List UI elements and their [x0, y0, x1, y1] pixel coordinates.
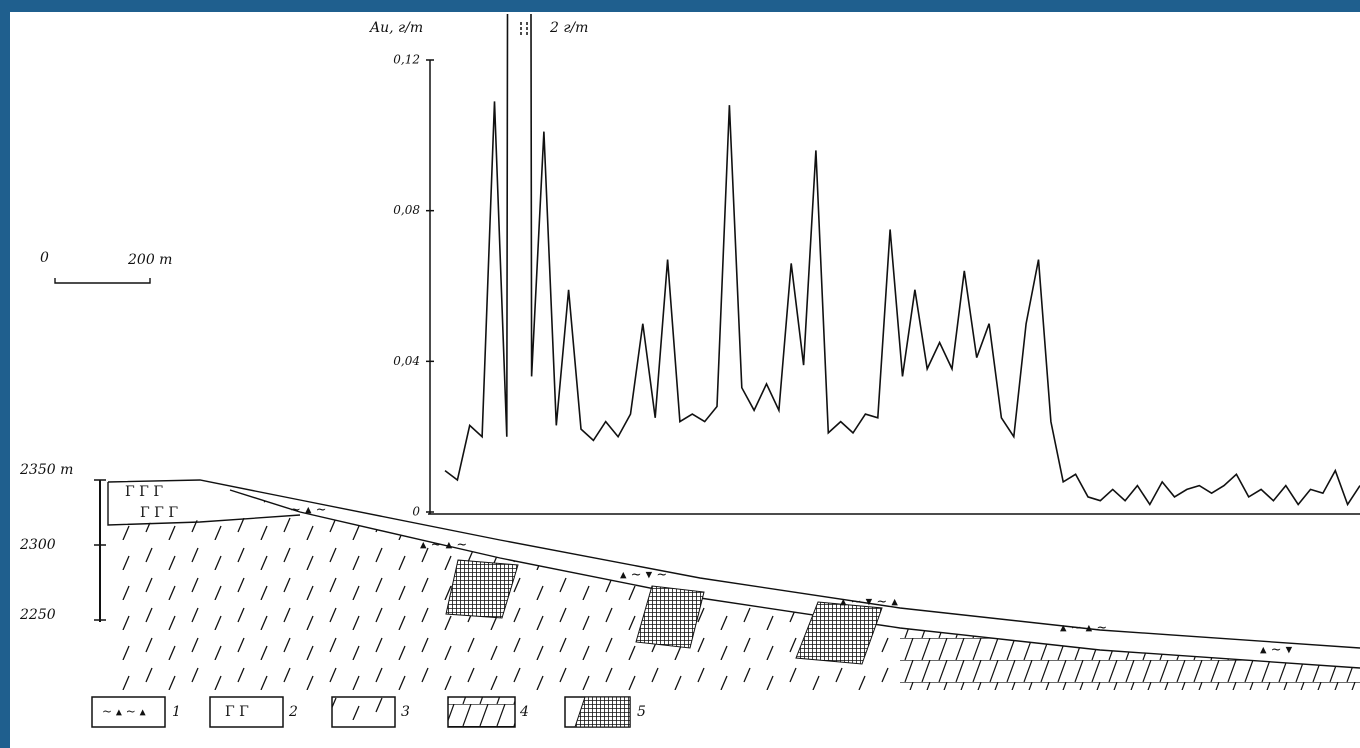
- y-tick-label: 0,04: [393, 354, 420, 368]
- y-tick-label: 0,12: [393, 53, 420, 67]
- svg-text:~ ▴ ~: ~ ▴ ~: [290, 503, 327, 518]
- legend-label: 5: [637, 704, 646, 720]
- y-tick-label: 0,08: [393, 203, 420, 217]
- svg-text:Γ Γ: Γ Γ: [225, 704, 249, 720]
- svg-text:▴ ~ ▴ ~: ▴ ~ ▴ ~: [420, 538, 467, 553]
- svg-text:Γ Γ Γ: Γ Γ Γ: [140, 505, 178, 521]
- y-tick-label: 0: [412, 505, 420, 519]
- depth-label: 2350 m: [19, 462, 73, 478]
- legend-label: 2: [288, 704, 298, 720]
- scale-start: 0: [40, 250, 49, 266]
- legend-label: 4: [519, 704, 529, 720]
- annotation: 2 г/т: [549, 20, 588, 36]
- legend-label: 1: [172, 704, 181, 720]
- y-axis-label: Au, г/т: [368, 20, 423, 36]
- svg-text:▴ ~ ▾ ~: ▴ ~ ▾ ~: [620, 568, 667, 583]
- depth-label: 2300: [19, 537, 56, 553]
- svg-text:▴ ~ ▾: ▴ ~ ▾: [1260, 643, 1293, 658]
- legend-label: 3: [401, 704, 410, 720]
- svg-text:Γ Γ Γ: Γ Γ Γ: [125, 484, 163, 500]
- svg-text:▴ ~ ▾ ~ ▴: ▴ ~ ▾ ~ ▴: [840, 595, 898, 610]
- scale-end: 200 m: [127, 252, 172, 268]
- svg-text:▴ ~ ▴ ~: ▴ ~ ▴ ~: [1060, 621, 1107, 636]
- page: Γ Γ Γ Γ Γ Γ ~ ▴ ~ ▴ ~ ▴ ~ ▴ ~ ▾ ~ ▴ ~ ▾ …: [0, 0, 1360, 748]
- svg-text:~ ▴ ~ ▴: ~ ▴ ~ ▴: [102, 705, 146, 719]
- depth-label: 2250: [19, 607, 56, 623]
